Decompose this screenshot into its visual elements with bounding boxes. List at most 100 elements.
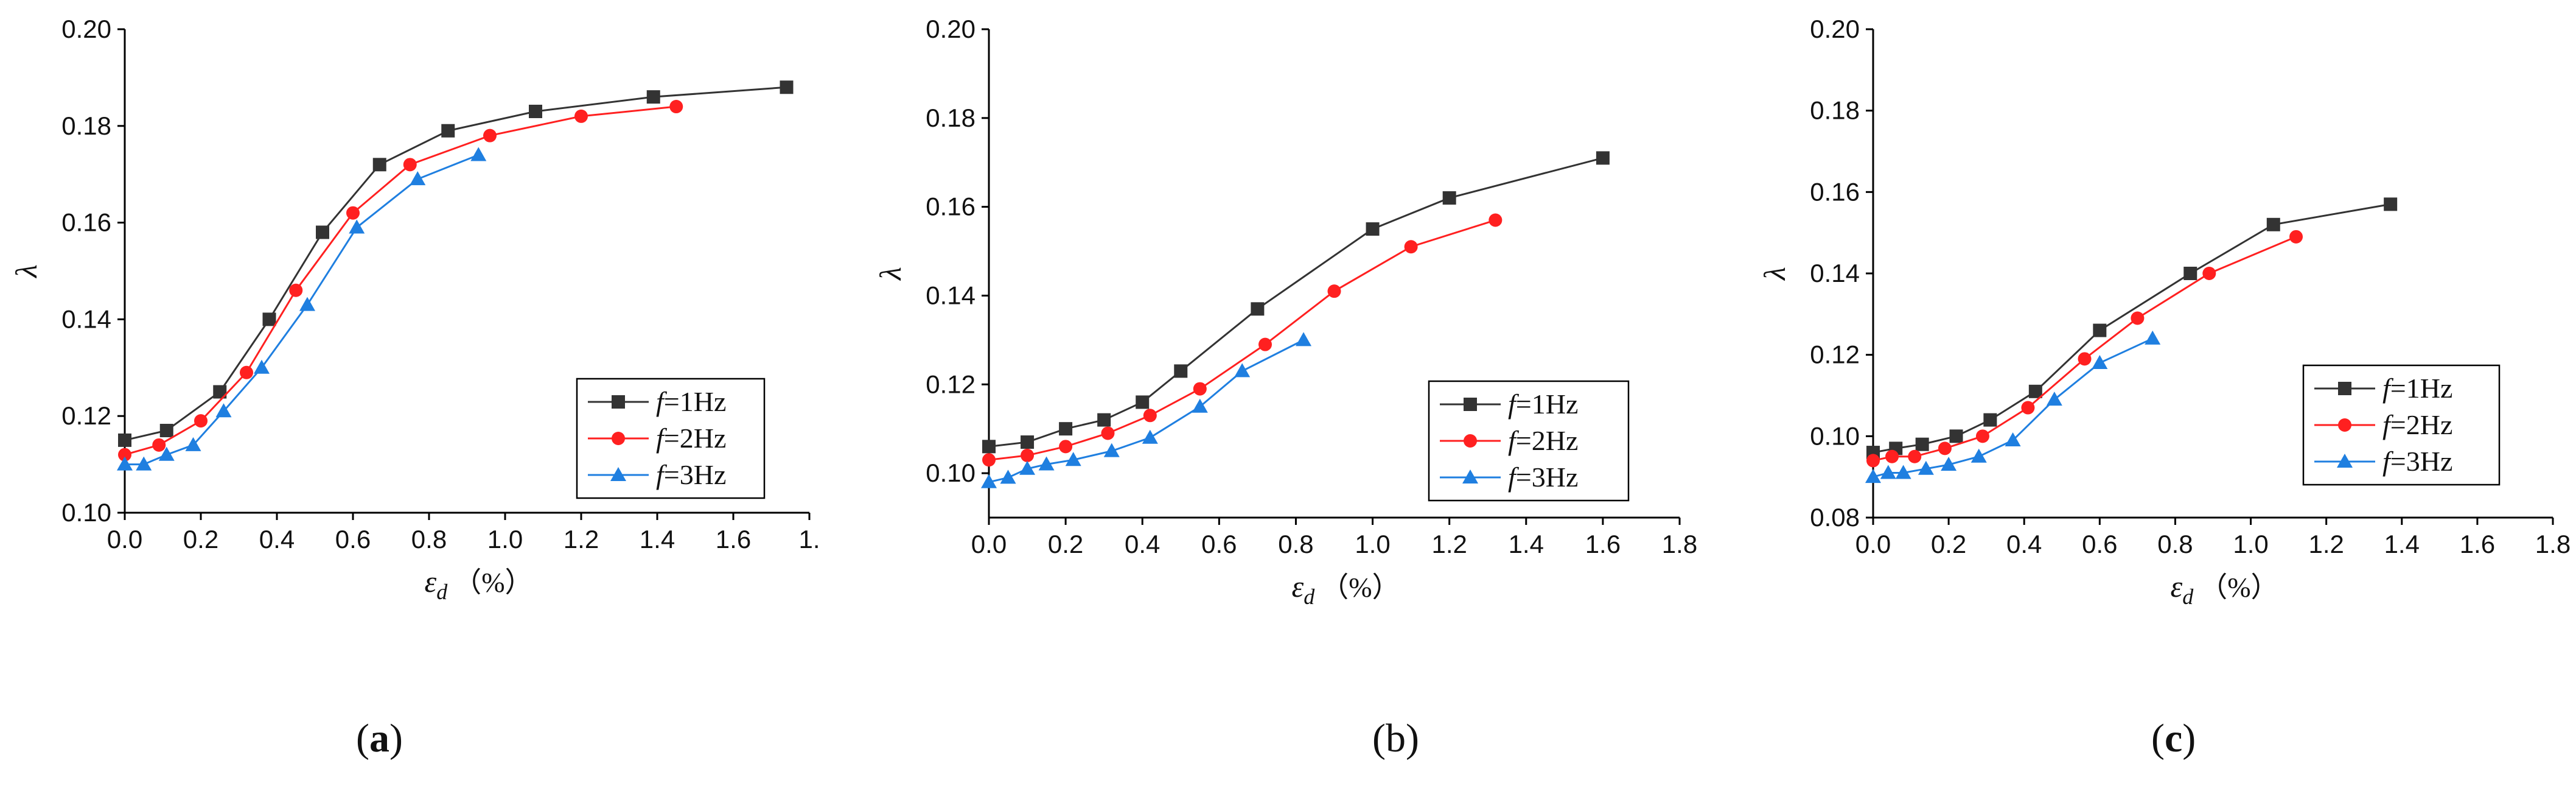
y-tick-label: 0.20 — [61, 15, 111, 43]
caption-open: ( — [2151, 716, 2165, 761]
y-tick-label: 0.10 — [1810, 421, 1860, 450]
x-axis-label: εd （%） — [1292, 569, 1400, 609]
y-tick-label: 0.20 — [1810, 15, 1860, 43]
data-point — [1296, 332, 1312, 346]
data-point — [118, 433, 131, 447]
x-tick-label: 0.0 — [971, 530, 1007, 558]
data-point — [441, 124, 455, 138]
legend-marker — [1464, 398, 1477, 411]
x-tick-label: 0.0 — [1855, 530, 1891, 558]
data-point — [982, 440, 996, 454]
series-line — [1873, 236, 2297, 462]
data-point — [1880, 465, 1896, 479]
series-1hz — [982, 151, 1610, 454]
y-tick-label: 0.14 — [61, 304, 111, 333]
y-axis-label: λ — [1757, 267, 1792, 281]
data-point — [1038, 456, 1055, 471]
data-point — [1885, 449, 1899, 463]
series-line — [988, 156, 1604, 448]
data-point — [299, 297, 315, 311]
data-point — [529, 104, 542, 118]
x-tick-label: 0.6 — [335, 525, 371, 554]
x-tick-label: 0.8 — [2157, 530, 2193, 558]
data-point — [2131, 311, 2145, 325]
legend: f=1Hz f=2Hz f=3Hz — [1428, 380, 1630, 502]
data-point — [289, 283, 303, 297]
x-tick-label: 0.8 — [411, 525, 447, 554]
data-point — [1193, 382, 1207, 396]
x-tick-label: 0.6 — [1201, 530, 1237, 558]
data-point — [2005, 432, 2021, 447]
x-tick-label: 1.4 — [640, 525, 675, 554]
y-tick-label: 0.10 — [61, 498, 111, 527]
series-line — [988, 219, 1496, 461]
x-tick-label: 1.2 — [564, 525, 599, 554]
x-tick-label: 0.8 — [1278, 530, 1313, 558]
x-tick-label: 1.8 — [1662, 530, 1697, 558]
data-point — [2046, 392, 2062, 406]
panel-c: 0.08 0.10 0.12 0.14 0.16 0.18 0.20 0.0 0.2 0.4 0.6… — [1757, 15, 2571, 609]
series-3hz — [1865, 330, 2161, 483]
data-point — [1938, 441, 1952, 455]
data-point — [669, 100, 683, 114]
panel-b: 0.10 0.12 0.14 0.16 0.18 0.20 0.0 0.2 0.4 0.6 0.8 1… — [873, 15, 1697, 609]
legend-marker — [610, 467, 626, 481]
data-point — [410, 171, 426, 186]
series-line — [124, 105, 677, 456]
caption-close: ) — [1405, 716, 1419, 761]
legend: f=1Hz f=2Hz f=3Hz — [576, 378, 766, 499]
data-point — [1970, 448, 1987, 463]
legend-label: f=3Hz — [656, 459, 726, 490]
caption-open: ( — [1372, 716, 1386, 761]
data-point — [1192, 398, 1208, 413]
legend-marker — [1462, 469, 1478, 483]
legend-label: f=2Hz — [1508, 425, 1578, 456]
series-line — [124, 86, 787, 441]
data-point — [159, 424, 173, 438]
data-point — [2183, 267, 2197, 280]
data-point — [1103, 443, 1120, 457]
data-point — [1000, 469, 1016, 484]
data-point — [2202, 267, 2216, 280]
data-point — [1251, 302, 1265, 316]
data-point — [2078, 352, 2092, 366]
data-point — [213, 385, 227, 399]
data-point — [152, 438, 166, 452]
legend-marker — [2338, 382, 2351, 395]
caption-letter: b — [1385, 716, 1406, 761]
series-line — [988, 339, 1304, 483]
data-point — [185, 437, 201, 451]
x-tick-label: 0.0 — [107, 525, 142, 554]
y-tick-label: 0.08 — [1810, 503, 1860, 532]
data-point — [346, 206, 360, 220]
x-tick-label: 1.0 — [1355, 530, 1390, 558]
legend-marker — [2338, 418, 2351, 432]
x-axis-label: εd （%） — [2171, 569, 2279, 609]
legend-marker — [612, 432, 625, 445]
x-tick-label: 0.4 — [1125, 530, 1160, 558]
y-tick-label: 0.14 — [1810, 259, 1860, 287]
y-tick-label: 0.18 — [926, 104, 976, 132]
caption-close: ) — [389, 716, 403, 761]
series-3hz — [117, 147, 487, 471]
data-point — [1366, 222, 1380, 236]
data-point — [215, 403, 232, 418]
legend-marker — [612, 395, 625, 409]
legend-label: f=1Hz — [2382, 373, 2452, 404]
x-tick-label: 0.2 — [1048, 530, 1083, 558]
x-tick-label: 0.4 — [259, 525, 295, 554]
series-2hz — [118, 100, 683, 462]
y-tick-label: 0.20 — [926, 15, 976, 43]
x-tick-label: 1.6 — [2460, 530, 2495, 558]
data-point — [2145, 330, 2161, 345]
data-point — [1059, 440, 1073, 454]
caption-open: ( — [356, 716, 369, 761]
data-point — [1059, 422, 1073, 436]
data-point — [117, 456, 133, 471]
legend-label: f=1Hz — [656, 386, 726, 417]
data-point — [1442, 191, 1456, 205]
data-point — [254, 359, 270, 374]
data-point — [1019, 460, 1036, 475]
y-tick-label: 0.16 — [926, 192, 976, 221]
legend-label: f=1Hz — [1508, 388, 1578, 420]
